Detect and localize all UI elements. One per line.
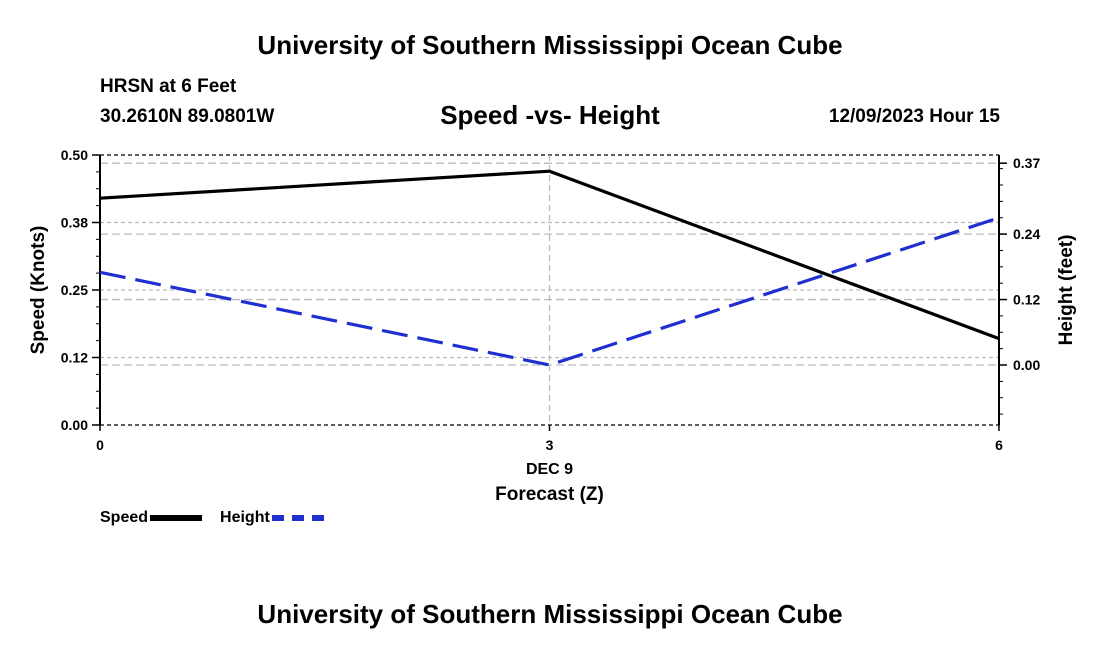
- series-line-speed: [99, 169, 1000, 341]
- series-lines: [99, 169, 1000, 367]
- datetime-label: 12/09/2023 Hour 15: [828, 106, 1000, 127]
- y-left-tick-label-4: 0.50: [61, 147, 88, 163]
- axes: [92, 154, 1007, 431]
- legend-item-height: Height: [220, 509, 324, 527]
- chart-title: University of Southern Mississippi Ocean…: [257, 30, 843, 60]
- y-axis-left-label: Speed (Knots): [28, 226, 49, 355]
- axis-labels: 0.00 0.12 0.25 0.38 0.50 0.00 0.12 0.24 0.37 0 3 6 D…: [28, 147, 1077, 505]
- legend-speed-swatch: [150, 515, 203, 521]
- legend-item-speed: Speed: [100, 509, 203, 527]
- legend-height-swatch: [271, 515, 324, 521]
- station-label: HRSN at 6 Feet: [100, 76, 237, 97]
- coordinates-label: 30.2610N 89.0801W: [100, 106, 275, 127]
- y-left-tick-label-0: 0.00: [61, 417, 88, 433]
- y-right-tick-label-0: 0.00: [1013, 357, 1040, 373]
- y-right-tick-label-1: 0.12: [1013, 292, 1040, 308]
- y-right-tick-label-3: 0.37: [1013, 155, 1040, 171]
- legend: Speed Height: [100, 509, 342, 527]
- grid-lines: [100, 154, 999, 426]
- x-tick-label-0: 0: [96, 437, 104, 453]
- legend-speed-label: Speed: [100, 509, 149, 526]
- footer-title: University of Southern Mississippi Ocean…: [257, 599, 843, 629]
- y-left-tick-label-2: 0.25: [61, 282, 88, 298]
- y-left-tick-label-1: 0.12: [61, 350, 88, 366]
- x-axis-label: Forecast (Z): [495, 484, 604, 505]
- y-left-tick-label-3: 0.38: [61, 215, 88, 231]
- x-sublabel: DEC 9: [526, 461, 573, 478]
- x-tick-label-1: 3: [546, 437, 554, 453]
- chart-subtitle: Speed -vs- Height: [440, 100, 660, 130]
- y-right-tick-label-2: 0.24: [1013, 226, 1040, 242]
- y-axis-right-label: Height (feet): [1056, 235, 1077, 346]
- legend-height-label: Height: [220, 509, 270, 526]
- series-line-height: [99, 216, 1000, 367]
- x-tick-label-2: 6: [995, 437, 1003, 453]
